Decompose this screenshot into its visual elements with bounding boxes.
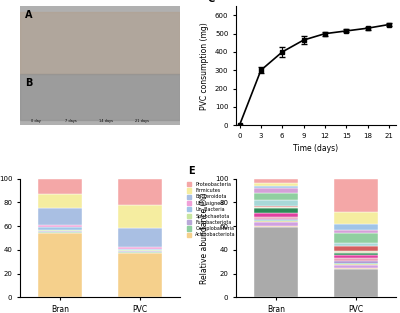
Bar: [118, 178, 162, 205]
Bar: [254, 217, 298, 219]
Bar: [334, 233, 378, 243]
Bar: [334, 269, 378, 297]
Bar: [118, 228, 162, 248]
Text: 0 day: 0 day: [31, 119, 41, 123]
Y-axis label: PVC consumption (mg): PVC consumption (mg): [200, 22, 209, 110]
Bar: [254, 206, 298, 207]
Text: A: A: [25, 10, 32, 20]
Bar: [118, 249, 162, 250]
Text: C: C: [207, 0, 214, 4]
Y-axis label: Relative abundance (%): Relative abundance (%): [200, 192, 209, 284]
Bar: [334, 251, 378, 254]
Bar: [254, 221, 298, 223]
Bar: [334, 212, 378, 224]
Bar: [118, 251, 162, 252]
Bar: [334, 265, 378, 268]
Bar: [334, 230, 378, 233]
Bar: [254, 200, 298, 206]
Bar: [118, 252, 162, 254]
Text: 14 days: 14 days: [99, 119, 114, 123]
Text: E: E: [188, 166, 195, 176]
Text: B: B: [25, 78, 32, 88]
Bar: [254, 208, 298, 213]
Bar: [334, 260, 378, 263]
Bar: [118, 254, 162, 297]
Bar: [118, 248, 162, 249]
Bar: [334, 224, 378, 230]
Text: 21 days: 21 days: [134, 119, 148, 123]
Bar: [118, 250, 162, 251]
Text: 7 days: 7 days: [65, 119, 77, 123]
X-axis label: Time (days): Time (days): [294, 144, 338, 153]
Bar: [254, 207, 298, 208]
Bar: [38, 232, 82, 233]
Bar: [334, 264, 378, 265]
Bar: [38, 194, 82, 208]
Bar: [20, 74, 180, 120]
Bar: [254, 213, 298, 217]
Bar: [38, 233, 82, 297]
Bar: [38, 225, 82, 227]
Bar: [334, 178, 378, 212]
Bar: [38, 208, 82, 225]
Bar: [334, 258, 378, 260]
Bar: [334, 254, 378, 258]
Bar: [254, 220, 298, 221]
Bar: [334, 263, 378, 264]
Bar: [254, 226, 298, 227]
Bar: [254, 183, 298, 186]
Bar: [38, 178, 82, 194]
Legend: Proteobacteria, Firmicutes, Bacteroidota, Unassigned, Un_Bacteria, Spirochaetota: Proteobacteria, Firmicutes, Bacteroidota…: [186, 181, 237, 238]
Bar: [38, 231, 82, 232]
Bar: [334, 246, 378, 251]
Bar: [254, 219, 298, 220]
Bar: [254, 178, 298, 183]
Bar: [118, 205, 162, 228]
Bar: [254, 227, 298, 297]
Bar: [334, 243, 378, 246]
Bar: [38, 227, 82, 230]
Bar: [254, 188, 298, 193]
Bar: [38, 230, 82, 231]
Bar: [334, 268, 378, 269]
Bar: [20, 12, 180, 74]
Bar: [254, 193, 298, 200]
Bar: [254, 223, 298, 226]
Bar: [254, 186, 298, 188]
